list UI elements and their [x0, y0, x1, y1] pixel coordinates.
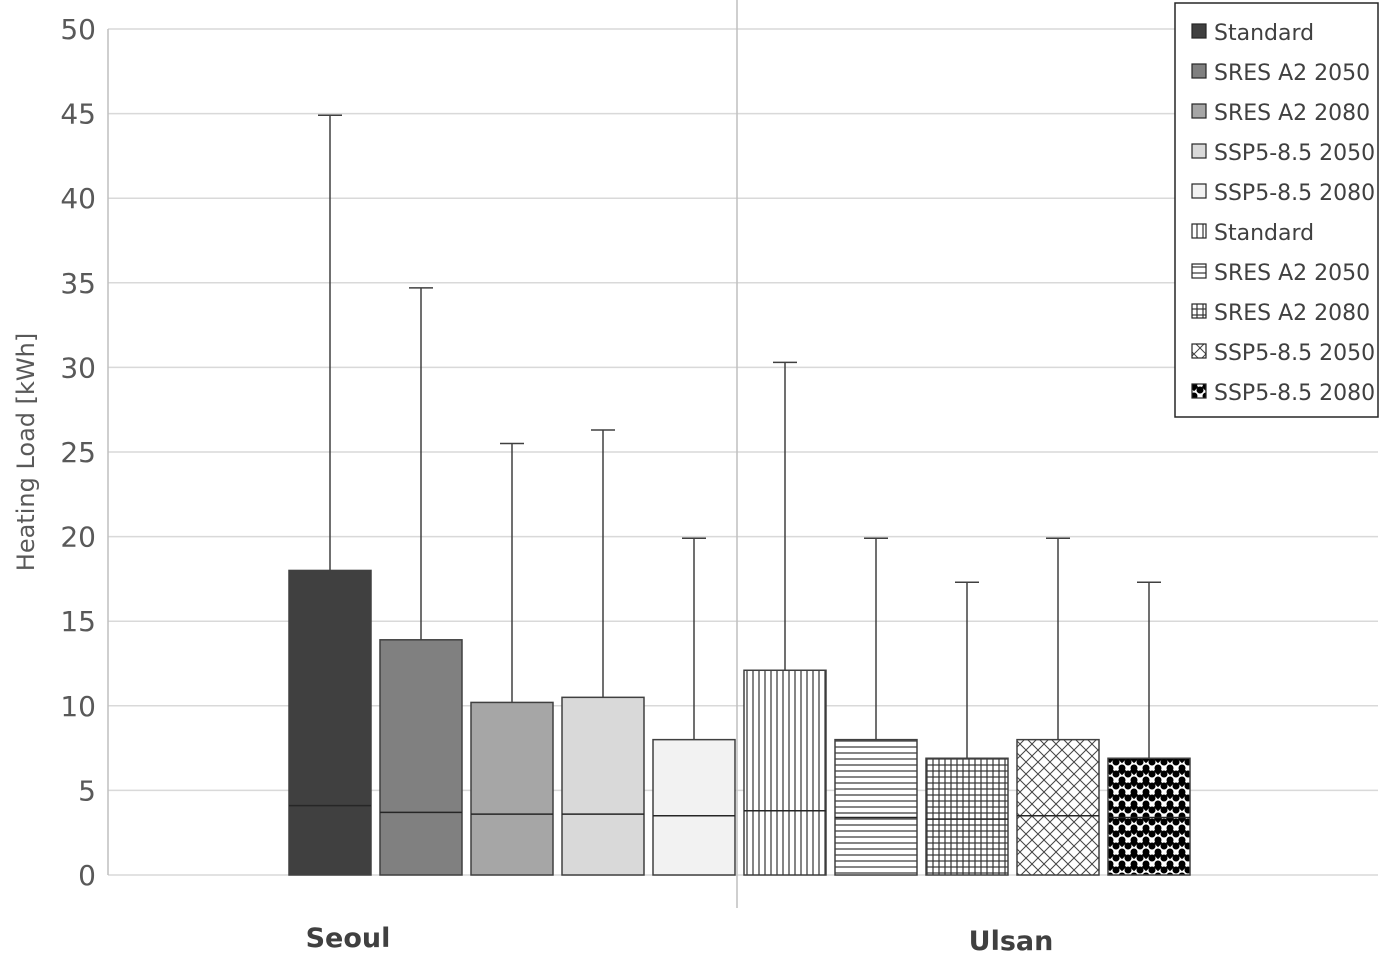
legend-swatch: [1191, 63, 1207, 79]
box-seoul-0: [288, 569, 372, 876]
group-label-seoul: Seoul: [306, 923, 391, 954]
legend-label: SRES A2 2050: [1214, 261, 1370, 286]
legend-swatch: [1191, 183, 1207, 199]
legend-label: Standard: [1214, 221, 1314, 246]
boxes: [288, 114, 1191, 876]
legend-label: SSP5-8.5 2080: [1214, 381, 1375, 406]
legend-box: [1174, 2, 1379, 418]
legend-swatch: [1191, 303, 1207, 319]
y-tick-label: 5: [78, 774, 96, 807]
legend-label: SRES A2 2080: [1214, 101, 1370, 126]
legend-swatch: [1191, 263, 1207, 279]
y-tick-label: 45: [60, 98, 96, 131]
box-seoul-2: [470, 701, 554, 876]
y-tick-label: 30: [60, 351, 96, 384]
legend-swatch: [1191, 223, 1207, 239]
legend-label: SSP5-8.5 2080: [1214, 181, 1375, 206]
y-tick-label: 10: [60, 690, 96, 723]
box-seoul-4: [652, 738, 736, 876]
legend-label: SSP5-8.5 2050: [1214, 341, 1375, 366]
box-ulsan-0: [743, 669, 827, 876]
box-ulsan-1: [834, 738, 918, 876]
legend-swatch: [1191, 383, 1207, 399]
legend-swatch: [1191, 343, 1207, 359]
y-tick-label: 0: [78, 859, 96, 892]
y-tick-label: 40: [60, 182, 96, 215]
y-tick-label: 50: [60, 13, 96, 46]
legend-label: SRES A2 2080: [1214, 301, 1370, 326]
legend: Standard SRES A2 2050 SRES A2 2080 SSP5-8.5…: [1174, 2, 1379, 418]
box-ulsan-2: [925, 757, 1009, 876]
legend-swatch: [1191, 23, 1207, 39]
y-tick-label: 25: [60, 436, 96, 469]
legend-swatch: [1191, 103, 1207, 119]
labels: Heating Load [kWh] Seoul Ulsan: [12, 333, 1053, 957]
axes: 0 5 10 15 20 25 30 35 40 45 50: [60, 0, 738, 908]
box-ulsan-3: [1016, 738, 1100, 876]
y-axis-title: Heating Load [kWh]: [12, 333, 40, 571]
box-seoul-3: [561, 696, 645, 876]
legend-label: SSP5-8.5 2050: [1214, 141, 1375, 166]
y-tick-label: 15: [60, 605, 96, 638]
legend-label: Standard: [1214, 21, 1314, 46]
group-label-ulsan: Ulsan: [969, 926, 1054, 957]
legend-swatch: [1191, 143, 1207, 159]
legend-label: SRES A2 2050: [1214, 61, 1370, 86]
y-tick-label: 20: [60, 521, 96, 554]
y-tick-label: 35: [60, 267, 96, 300]
box-seoul-1: [379, 639, 463, 876]
box-ulsan-4: [1107, 757, 1191, 876]
